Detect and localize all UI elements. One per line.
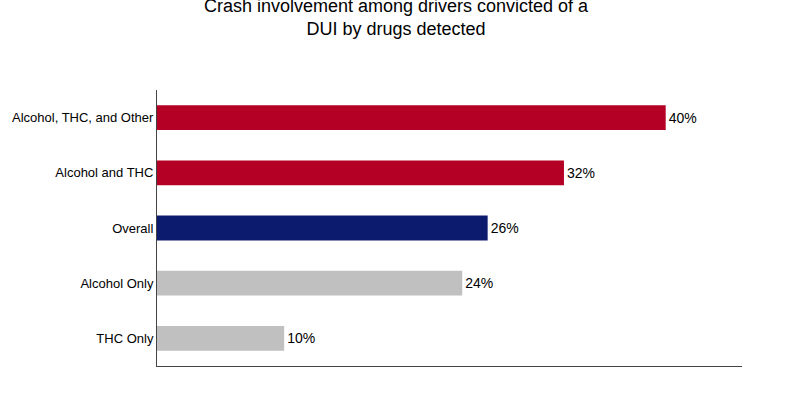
svg-text:THC Only: THC Only bbox=[96, 331, 154, 346]
svg-text:24%: 24% bbox=[465, 275, 493, 291]
svg-text:32%: 32% bbox=[567, 165, 595, 181]
svg-text:Alcohol, THC, and Other: Alcohol, THC, and Other bbox=[12, 110, 154, 125]
svg-text:Alcohol Only: Alcohol Only bbox=[80, 276, 153, 291]
svg-text:40%: 40% bbox=[669, 110, 697, 126]
svg-text:Alcohol and THC: Alcohol and THC bbox=[55, 165, 153, 180]
svg-text:10%: 10% bbox=[287, 330, 315, 346]
svg-text:Overall: Overall bbox=[112, 221, 153, 236]
svg-text:26%: 26% bbox=[491, 220, 519, 236]
svg-text:Crash involvement among driver: Crash involvement among drivers convicte… bbox=[204, 0, 589, 39]
